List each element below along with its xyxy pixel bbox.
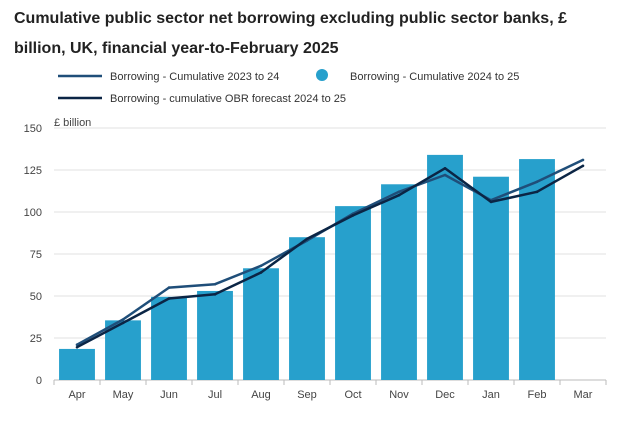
bar-2024-25 xyxy=(473,176,509,380)
point-2023-24 xyxy=(397,190,401,194)
point-obr-forecast xyxy=(259,271,263,274)
point-obr-forecast xyxy=(489,200,493,204)
point-2023-24 xyxy=(581,158,585,162)
legend-label-2023-24: Borrowing - Cumulative 2023 to 24 xyxy=(110,71,279,83)
x-tick-label: Jul xyxy=(208,389,222,401)
bar-2024-25 xyxy=(427,154,463,380)
y-tick-label: 150 xyxy=(24,123,42,135)
chart-title: Cumulative public sector net borrowing e… xyxy=(14,10,567,57)
y-tick-label: 125 xyxy=(24,165,42,177)
point-obr-forecast xyxy=(213,293,217,296)
point-obr-forecast xyxy=(75,345,79,349)
x-tick-label: Nov xyxy=(389,389,409,401)
point-2023-24 xyxy=(75,343,79,347)
y-axis-unit-label: £ billion xyxy=(54,117,91,129)
x-tick-label: Feb xyxy=(528,389,547,401)
point-obr-forecast xyxy=(167,297,171,300)
y-tick-label: 75 xyxy=(30,249,42,261)
bar-2024-25 xyxy=(335,206,371,380)
point-2023-24 xyxy=(259,264,263,268)
bar-2024-25 xyxy=(243,268,279,380)
bar-2024-25 xyxy=(197,290,233,380)
x-tick-label: Aug xyxy=(251,389,271,401)
point-2023-24 xyxy=(167,286,171,289)
legend-circle-swatch-2024-25 xyxy=(316,69,328,81)
x-tick-label: Apr xyxy=(68,389,85,401)
y-tick-label: 100 xyxy=(24,207,42,219)
bar-2024-25 xyxy=(519,159,555,380)
x-tick-label: May xyxy=(113,389,134,401)
bar-2024-25 xyxy=(381,184,417,380)
legend-label-obr: Borrowing - cumulative OBR forecast 2024… xyxy=(110,93,346,105)
x-tick-label: Dec xyxy=(435,389,455,401)
x-tick-label: Oct xyxy=(344,389,361,401)
point-obr-forecast xyxy=(443,167,447,170)
x-tick-label: Mar xyxy=(574,389,593,401)
point-obr-forecast xyxy=(351,214,355,217)
point-obr-forecast xyxy=(121,321,125,325)
y-tick-label: 25 xyxy=(30,333,42,345)
point-2023-24 xyxy=(121,318,125,321)
y-tick-label: 0 xyxy=(36,375,42,387)
point-obr-forecast xyxy=(397,193,401,197)
bar-2024-25 xyxy=(289,237,325,380)
x-tick-label: Jun xyxy=(160,389,178,401)
point-obr-forecast xyxy=(305,237,309,241)
x-tick-label: Sep xyxy=(297,389,317,401)
point-2023-24 xyxy=(535,180,539,184)
point-2023-24 xyxy=(213,282,217,286)
point-2023-24 xyxy=(443,173,447,177)
legend-label-2024-25: Borrowing - Cumulative 2024 to 25 xyxy=(350,71,519,83)
y-tick-label: 50 xyxy=(30,291,42,303)
bar-2024-25 xyxy=(59,348,95,380)
x-tick-label: Jan xyxy=(482,389,500,401)
bar-2024-25 xyxy=(151,296,187,380)
line-series-obr-forecast xyxy=(76,164,584,349)
point-obr-forecast xyxy=(535,190,539,194)
point-obr-forecast xyxy=(581,164,585,168)
